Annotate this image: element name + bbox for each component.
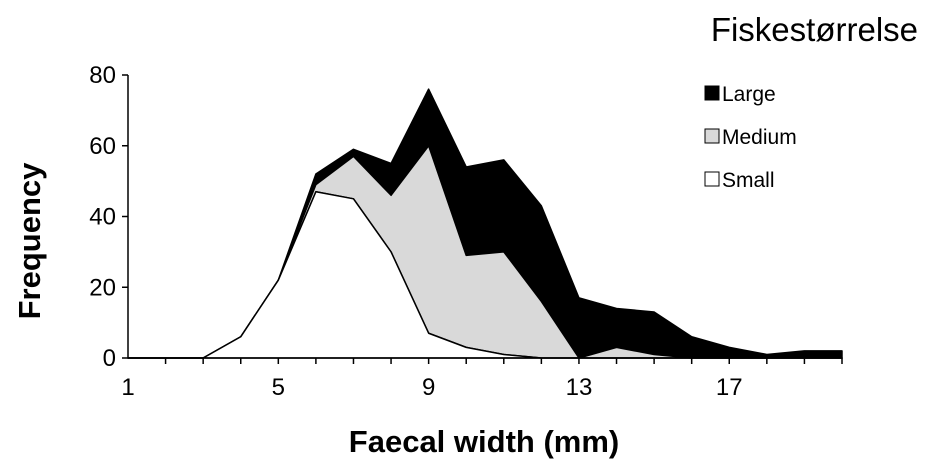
y-axis-title: Frequency (12, 162, 47, 320)
legend-title: Fiskestørrelse (711, 11, 918, 48)
x-tick-label: 5 (272, 374, 285, 401)
legend: Fiskestørrelse Large Medium Small (704, 11, 918, 192)
y-tick-label: 60 (89, 133, 116, 160)
x-tick-label: 1 (121, 374, 134, 401)
y-tick-label: 40 (89, 204, 116, 231)
legend-swatch-large (704, 85, 720, 101)
legend-swatch-medium (704, 128, 720, 144)
y-tick-label: 80 (89, 62, 116, 89)
legend-label-medium: Medium (722, 126, 797, 149)
x-tick-label: 17 (716, 374, 743, 401)
axes (122, 74, 843, 364)
x-tick-labels: 1 5 9 13 17 (121, 374, 742, 401)
x-tick-label: 9 (422, 374, 435, 401)
y-tick-labels: 0 20 40 60 80 (89, 62, 116, 372)
x-tick-label: 13 (566, 374, 593, 401)
y-tick-label: 0 (103, 345, 116, 372)
y-tick-label: 20 (89, 274, 116, 301)
legend-label-large: Large (722, 83, 776, 106)
legend-label-small: Small (722, 169, 775, 192)
x-axis-title: Faecal width (mm) (349, 424, 619, 459)
legend-swatch-small (704, 171, 720, 187)
